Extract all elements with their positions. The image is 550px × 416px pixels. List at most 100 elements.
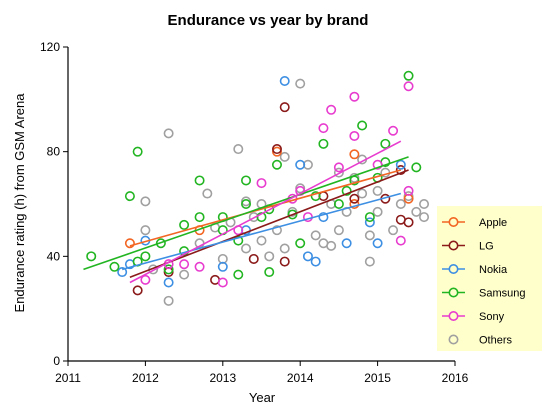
y-axis-label: Endurance rating (h) from GSM Arena <box>12 93 27 313</box>
data-point-samsung <box>132 146 143 157</box>
data-point-sony <box>388 125 399 136</box>
data-point-samsung <box>233 235 244 246</box>
data-point-samsung <box>241 175 252 186</box>
y-tick-label: 80 <box>47 145 61 159</box>
data-point-others <box>333 167 344 178</box>
data-point-others <box>163 295 174 306</box>
data-point-samsung <box>264 267 275 278</box>
trend-lines <box>83 140 409 284</box>
x-tick-label: 2011 <box>55 371 81 385</box>
data-point-apple <box>349 149 360 160</box>
y-tick-label: 120 <box>40 40 60 54</box>
data-point-samsung <box>287 209 298 220</box>
data-point-samsung <box>86 251 97 262</box>
data-point-sony <box>403 81 414 92</box>
data-point-others <box>357 188 368 199</box>
data-point-lg <box>349 193 360 204</box>
data-point-samsung <box>341 185 352 196</box>
data-point-samsung <box>233 269 244 280</box>
data-point-samsung <box>295 238 306 249</box>
data-point-samsung <box>163 264 174 275</box>
legend-label-apple: Apple <box>479 217 507 229</box>
data-point-nokia <box>117 267 128 278</box>
legend-marker-sony <box>448 310 459 321</box>
data-point-sony <box>217 277 228 288</box>
x-tick-label: 2016 <box>442 371 469 385</box>
trend-line-samsung <box>83 156 409 271</box>
x-axis-label: Year <box>249 390 276 405</box>
data-point-nokia <box>318 212 329 223</box>
data-point-others <box>333 225 344 236</box>
data-point-samsung <box>109 261 120 272</box>
data-point-sony <box>194 261 205 272</box>
data-point-nokia <box>364 217 375 228</box>
data-point-samsung <box>364 212 375 223</box>
data-point-samsung <box>256 212 267 223</box>
data-point-samsung <box>271 159 282 170</box>
data-point-others <box>256 235 267 246</box>
data-point-others <box>372 185 383 196</box>
legend-label-sony: Sony <box>479 311 505 323</box>
data-point-others <box>388 225 399 236</box>
data-point-others <box>233 144 244 155</box>
data-point-samsung <box>403 70 414 81</box>
legend: Apple LG Nokia Samsung Sony Others <box>437 206 542 351</box>
data-point-others <box>271 225 282 236</box>
x-tick-label: 2015 <box>364 371 391 385</box>
legend-marker-apple <box>448 217 459 228</box>
trend-line-apple <box>129 169 402 247</box>
data-point-lg <box>132 285 143 296</box>
data-point-lg <box>279 102 290 113</box>
data-point-others <box>264 251 275 262</box>
legend-label-samsung: Samsung <box>479 288 525 300</box>
legend-marker-nokia <box>448 263 459 274</box>
trend-line-nokia <box>121 192 402 271</box>
data-point-nokia <box>163 277 174 288</box>
data-point-samsung <box>179 219 190 230</box>
data-point-samsung <box>310 191 321 202</box>
data-point-others <box>326 240 337 251</box>
legend-marker-others <box>448 334 459 345</box>
legend-label-others: Others <box>479 335 513 347</box>
data-point-others <box>279 243 290 254</box>
x-tick-label: 2012 <box>132 371 159 385</box>
data-point-sony <box>318 123 329 134</box>
data-point-samsung <box>411 162 422 173</box>
data-point-nokia <box>217 261 228 272</box>
data-point-samsung <box>318 138 329 149</box>
y-tick-label: 40 <box>47 249 61 263</box>
legend-marker-samsung <box>448 287 459 298</box>
data-point-samsung <box>357 120 368 131</box>
data-point-others <box>140 196 151 207</box>
data-point-samsung <box>333 199 344 210</box>
data-point-nokia <box>310 256 321 267</box>
legend-label-lg: LG <box>479 241 494 253</box>
data-point-sony <box>256 178 267 189</box>
data-point-sony <box>395 235 406 246</box>
data-point-sony <box>326 104 337 115</box>
data-point-lg <box>271 144 282 155</box>
data-point-sony <box>140 274 151 285</box>
data-point-samsung <box>241 199 252 210</box>
data-point-apple <box>349 199 360 210</box>
data-point-samsung <box>140 251 151 262</box>
data-point-others <box>163 128 174 139</box>
trend-line-lg <box>129 169 409 279</box>
chart-title: Endurance vs year by brand <box>168 12 369 29</box>
data-point-lg <box>395 164 406 175</box>
data-point-samsung <box>194 212 205 223</box>
data-point-samsung <box>124 191 135 202</box>
legend-marker-lg <box>448 240 459 251</box>
data-point-nokia <box>341 238 352 249</box>
data-point-others <box>279 151 290 162</box>
data-point-nokia <box>302 251 313 262</box>
data-point-sony <box>372 159 383 170</box>
data-point-others <box>241 243 252 254</box>
data-point-others <box>202 188 213 199</box>
data-point-nokia <box>372 238 383 249</box>
data-point-sony <box>403 185 414 196</box>
data-point-sony <box>333 162 344 173</box>
data-point-lg <box>248 253 259 264</box>
axes: 2011 2012 2013 2014 2015 2016 0 40 80 120 <box>40 40 469 385</box>
